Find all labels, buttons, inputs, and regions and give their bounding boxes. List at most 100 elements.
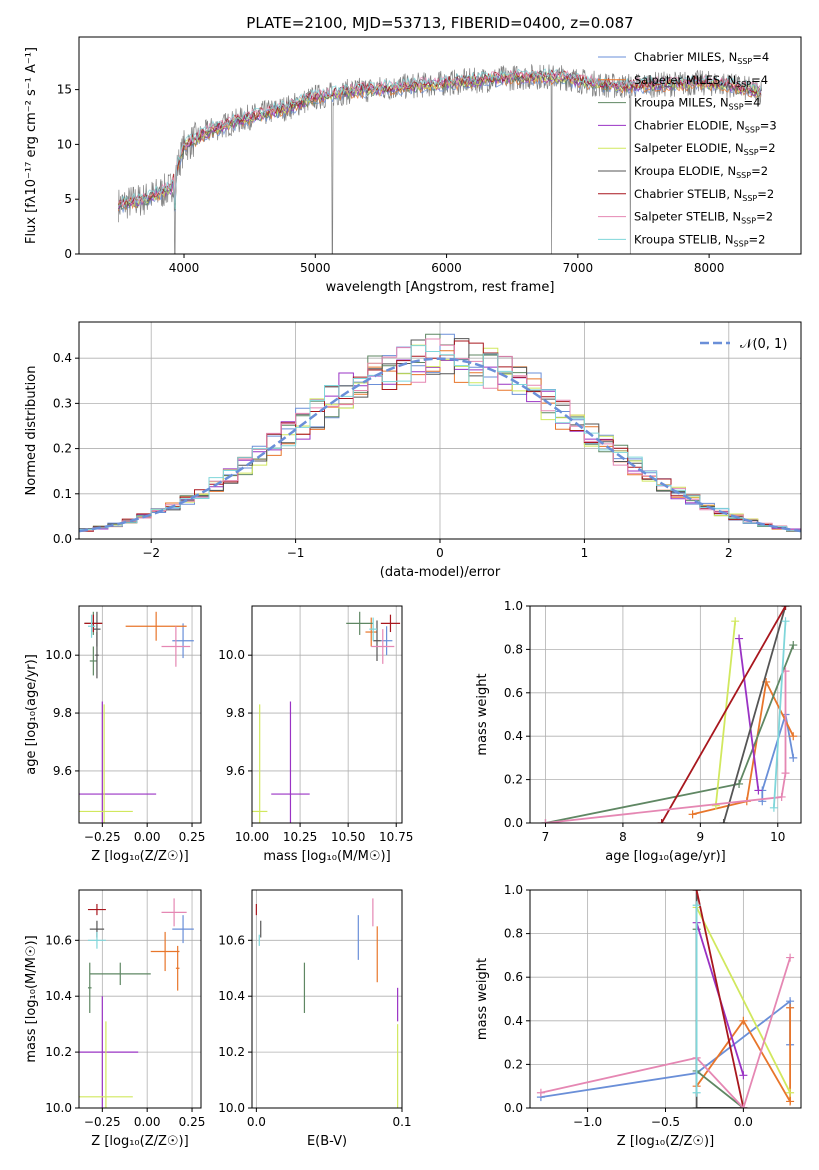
x-tick-label: −0.25 <box>84 1115 121 1129</box>
y-tick-label: 1.0 <box>504 599 523 613</box>
y-axis-label: Flux [fλ10⁻¹⁷ erg cm⁻² s⁻¹ A⁻¹] <box>24 47 39 244</box>
legend-entry-sub: SSP <box>729 103 744 112</box>
y-tick-label: 0.0 <box>504 1101 523 1115</box>
weight-line-1 <box>695 1007 791 1105</box>
y-tick-label: 0.6 <box>504 970 523 984</box>
y-tick-label: 10.0 <box>218 1101 245 1115</box>
y-tick-label: 0 <box>64 247 72 261</box>
legend-entry: Chabrier ELODIE, NSSP=3 <box>634 118 777 134</box>
y-tick-label: 10.0 <box>218 648 245 662</box>
weight-marker <box>786 1088 795 1097</box>
weight-marker <box>739 1016 748 1025</box>
y-tick-label: 0.2 <box>53 442 72 456</box>
axes-frame <box>251 889 403 1109</box>
axes-frame <box>78 605 202 824</box>
legend-entry-name: Chabrier STELIB, N <box>634 187 742 201</box>
weight-line-2 <box>545 644 795 823</box>
legend-entry-sub: SSP <box>742 194 757 203</box>
weight-line-7 <box>540 957 791 1108</box>
x-tick-label: 10 <box>770 830 785 844</box>
weight-marker <box>769 803 778 812</box>
axes-frame <box>529 889 802 1109</box>
weight-marker <box>692 1104 701 1108</box>
legend-entry-value: =4 <box>744 96 761 110</box>
legend-entry-value: =2 <box>751 164 768 178</box>
y-tick-label: 10.0 <box>45 1101 72 1115</box>
residuals-panel: −2 −1 0 1 2 0.0 0.1 0.2 0.3 0.4 (data-model)/error… <box>24 321 802 580</box>
legend-entry-name: Chabrier MILES, N <box>634 50 737 64</box>
observed-spectrum <box>118 64 762 254</box>
weight-marker <box>739 1104 748 1108</box>
weight-marker <box>735 779 744 788</box>
y-tick-label: 5 <box>64 192 72 206</box>
mass_vs_Z-panel: −0.25 0.00 0.25 10.0 10.2 10.4 10.6 Z [log₁₀(Z/… <box>24 889 206 1149</box>
weight-marker <box>789 732 798 741</box>
y-tick-label: 1.0 <box>504 883 523 897</box>
weight-line-6 <box>695 890 745 1108</box>
legend-entry: Chabrier MILES, NSSP=4 <box>634 50 769 66</box>
weight-marker <box>781 606 790 610</box>
massweight_vs_Z-plot <box>536 890 795 1108</box>
x-tick-label: 0.25 <box>179 1115 206 1129</box>
legend-entry-sub: SSP <box>744 148 759 157</box>
weight-marker <box>711 801 720 810</box>
x-tick-label: 6000 <box>431 261 462 275</box>
x-tick-label: 8 <box>619 830 627 844</box>
x-tick-label: 4000 <box>169 261 200 275</box>
legend-entry-value: =2 <box>756 210 773 224</box>
y-axis-label: mass weight <box>475 958 490 1040</box>
y-tick-label: 10.2 <box>218 1045 245 1059</box>
y-tick-label: 0.8 <box>504 927 523 941</box>
x-tick-label: 2 <box>725 546 733 560</box>
x-tick-label: 10.50 <box>331 830 365 844</box>
age_vs_Z-plot <box>79 611 194 823</box>
y-tick-label: 10.2 <box>45 1045 72 1059</box>
weight-marker <box>735 634 744 643</box>
weight-marker <box>739 1071 748 1080</box>
legend-entry-name: Salpeter MILES, N <box>634 73 736 87</box>
weight-marker <box>536 1088 545 1097</box>
x-tick-label: −1 <box>287 546 305 560</box>
y-tick-label: 15 <box>57 83 72 97</box>
x-tick-label: 10.00 <box>235 830 269 844</box>
x-tick-label: 10.25 <box>283 830 317 844</box>
legend-entry: Salpeter ELODIE, NSSP=2 <box>634 141 776 157</box>
legend-entry: Kroupa ELODIE, NSSP=2 <box>634 164 768 180</box>
axes-frame <box>78 321 802 540</box>
x-tick-label: 0.00 <box>134 830 161 844</box>
weight-marker <box>777 792 786 801</box>
x-axis-label: Z [log₁₀(Z/Z☉)] <box>91 1134 188 1149</box>
legend-entry-name: Salpeter ELODIE, N <box>634 141 744 155</box>
axes-frame <box>78 36 802 255</box>
weight-marker <box>789 641 798 650</box>
axes-frame <box>529 605 802 824</box>
spectrum-plot <box>118 64 762 254</box>
model-spectrum-8 <box>118 68 762 210</box>
x-tick-label: −1.0 <box>573 1115 602 1129</box>
y-tick-label: 10.4 <box>45 989 72 1003</box>
x-axis-label: E(B-V) <box>307 1134 347 1149</box>
y-tick-label: 9.6 <box>226 764 245 778</box>
x-axis-label: Z [log₁₀(Z/Z☉)] <box>617 1134 714 1149</box>
y-tick-label: 0.6 <box>504 686 523 700</box>
y-tick-label: 0.2 <box>504 773 523 787</box>
x-tick-label: 1 <box>581 546 589 560</box>
y-tick-label: 10.6 <box>218 933 245 947</box>
legend-entry-name: Kroupa STELIB, N <box>634 232 734 246</box>
weight-line-2 <box>695 929 744 1108</box>
x-tick-label: 7000 <box>563 261 594 275</box>
weight-marker <box>781 617 790 626</box>
legend-entry-name: Kroupa MILES, N <box>634 96 729 110</box>
weight-marker <box>692 890 701 894</box>
mass_vs_EBV-panel: 0.0 0.1 10.0 10.2 10.4 10.6 E(B-V) <box>218 889 412 1149</box>
legend-entry-value: =4 <box>752 50 769 64</box>
y-axis-label: mass [log₁₀(M/M☉)] <box>24 935 39 1062</box>
x-axis-label: Z [log₁₀(Z/Z☉)] <box>91 849 188 864</box>
x-tick-label: −2 <box>142 546 160 560</box>
weight-line-4 <box>695 906 791 1094</box>
legend-entry: Salpeter MILES, NSSP=4 <box>634 73 768 89</box>
y-tick-label: 10.0 <box>45 648 72 662</box>
legend-entry-sub: SSP <box>734 239 749 248</box>
